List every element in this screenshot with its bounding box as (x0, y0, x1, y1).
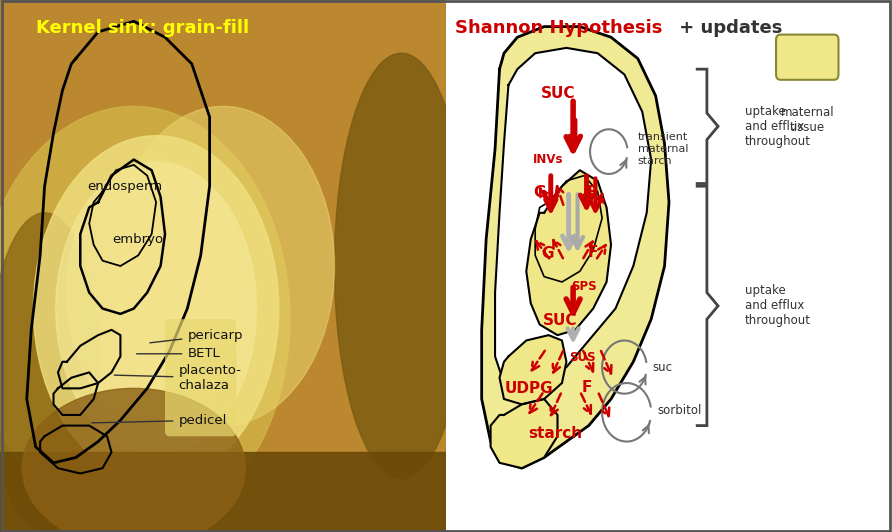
Ellipse shape (55, 162, 257, 455)
Text: F: F (582, 380, 591, 395)
Text: suc: suc (652, 361, 672, 373)
Text: SUC: SUC (541, 86, 575, 101)
Text: SPS: SPS (572, 280, 597, 293)
Text: endosperm: endosperm (87, 180, 162, 193)
Text: SUS: SUS (569, 351, 595, 364)
Text: BETL: BETL (136, 347, 220, 360)
Polygon shape (500, 335, 566, 404)
Text: sorbitol: sorbitol (658, 404, 702, 417)
Ellipse shape (67, 160, 245, 426)
Text: embryo: embryo (112, 233, 164, 246)
Ellipse shape (22, 388, 245, 532)
Text: transient
maternal
starch: transient maternal starch (638, 132, 689, 165)
FancyBboxPatch shape (776, 35, 838, 80)
Text: pericarp: pericarp (150, 329, 243, 343)
Ellipse shape (334, 53, 468, 479)
Ellipse shape (112, 106, 334, 426)
Polygon shape (482, 27, 669, 468)
Text: + updates: + updates (673, 19, 783, 37)
Text: uptake
and efflux
throughout: uptake and efflux throughout (745, 105, 811, 147)
Text: G: G (533, 185, 546, 200)
Ellipse shape (0, 106, 290, 532)
Text: F: F (588, 245, 599, 260)
Ellipse shape (0, 213, 100, 532)
Text: F: F (587, 185, 598, 200)
Polygon shape (491, 399, 558, 468)
Text: maternal
tissue: maternal tissue (780, 106, 834, 135)
Text: SUC: SUC (542, 313, 577, 328)
Text: placento-
chalaza: placento- chalaza (114, 364, 241, 392)
Text: uptake
and efflux
throughout: uptake and efflux throughout (745, 285, 811, 327)
Text: starch: starch (528, 426, 582, 441)
Polygon shape (495, 48, 651, 394)
Ellipse shape (33, 136, 278, 481)
Polygon shape (526, 170, 611, 335)
Text: pedicel: pedicel (92, 414, 227, 427)
Text: UDPG: UDPG (504, 381, 553, 396)
FancyBboxPatch shape (165, 319, 236, 436)
Text: G: G (541, 246, 554, 261)
Bar (0, 452, 446, 532)
Text: INVs: INVs (533, 153, 563, 166)
Text: Shannon Hypothesis: Shannon Hypothesis (455, 19, 662, 37)
Text: Kernel sink: grain-fill: Kernel sink: grain-fill (36, 19, 249, 37)
